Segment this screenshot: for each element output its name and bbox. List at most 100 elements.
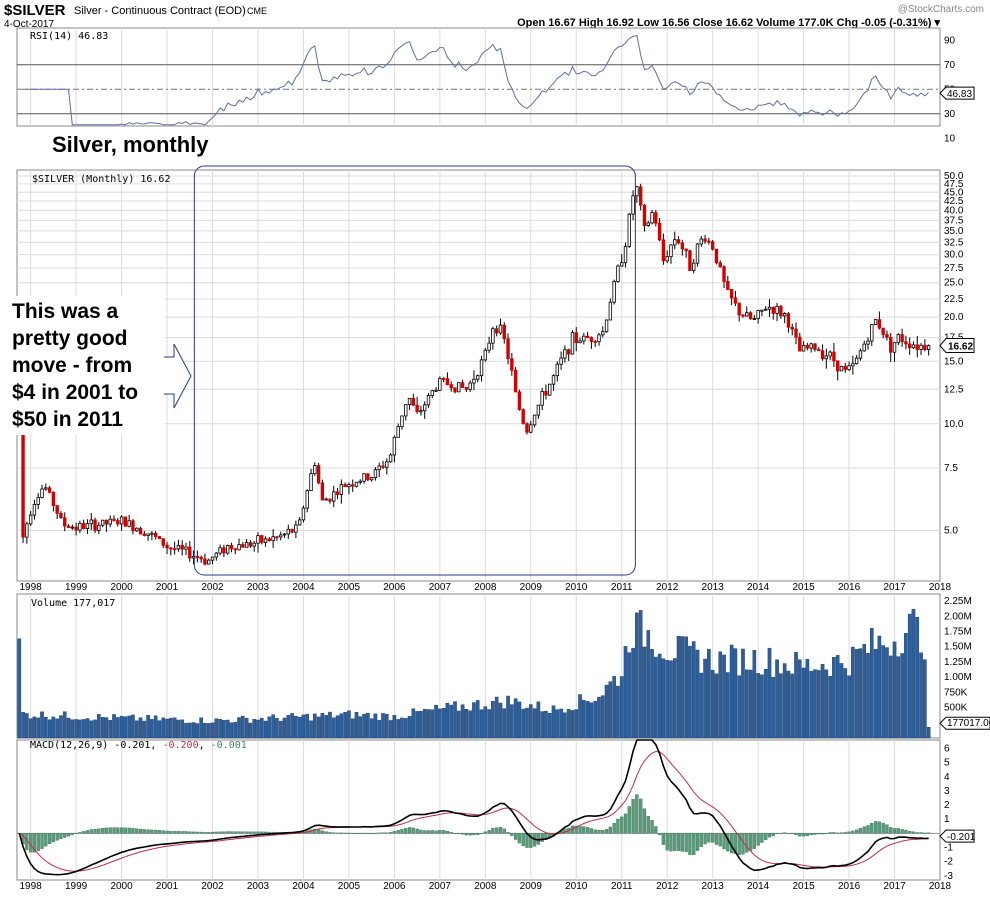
macd-histogram-bar — [44, 833, 48, 847]
candle-body — [40, 488, 44, 498]
candle-body — [862, 343, 866, 352]
macd-histogram-bar — [472, 833, 476, 836]
macd-histogram-bar — [536, 833, 541, 845]
candle-body — [540, 391, 544, 406]
candle-body — [328, 498, 332, 502]
macd-histogram-bar — [892, 828, 897, 834]
macd-histogram-bar — [915, 832, 919, 834]
macd-histogram-bar — [210, 831, 215, 834]
y-tick-label: 5.0 — [944, 525, 958, 536]
candle-body — [915, 344, 919, 350]
volume-bar — [654, 656, 658, 739]
x-tick-label: 2008 — [474, 582, 497, 593]
volume-bar — [540, 711, 544, 739]
volume-bar — [445, 703, 450, 739]
macd-histogram-bar — [714, 833, 719, 845]
candle-body — [665, 256, 669, 262]
macd-histogram-bar — [40, 833, 44, 849]
macd-histogram-bar — [487, 830, 491, 834]
x-tick-label: 1999 — [65, 881, 88, 892]
candle-body — [729, 289, 734, 299]
volume-bar — [441, 708, 446, 739]
candle-body — [881, 327, 885, 335]
candle-body — [142, 533, 147, 536]
macd-histogram-bar — [775, 833, 779, 835]
macd-label-prefix: MACD(12,26,9) — [30, 740, 114, 751]
macd-histogram-bar — [817, 833, 821, 835]
macd-histogram-bar — [495, 827, 499, 834]
macd-histogram-bar — [161, 830, 165, 834]
candle-body — [411, 398, 416, 406]
macd-histogram-bar — [752, 833, 756, 849]
macd-histogram-bar — [392, 831, 397, 834]
candle-body — [638, 186, 643, 206]
volume-bar — [638, 610, 643, 739]
macd-histogram-bar — [900, 829, 904, 834]
instrument-name: Silver - Continuous Contract (EOD) — [74, 5, 246, 17]
volume-bar — [267, 716, 272, 739]
volume-bar — [729, 644, 734, 739]
x-tick-label: 2015 — [792, 582, 815, 593]
candle-body — [748, 312, 753, 320]
volume-bar — [775, 659, 779, 739]
x-tick-label: 2006 — [383, 881, 406, 892]
macd-histogram-bar — [260, 831, 264, 834]
volume-bar — [233, 721, 238, 739]
candle-body — [589, 337, 594, 342]
candle-body — [760, 309, 764, 312]
watermark: @StockCharts.com — [898, 4, 984, 15]
macd-histogram-bar — [381, 832, 385, 834]
macd-histogram-bar — [748, 833, 753, 852]
candle-body — [707, 240, 711, 243]
candle-body — [798, 336, 802, 352]
volume-bar — [472, 702, 476, 739]
candle-body — [646, 222, 650, 226]
volume-bar — [259, 717, 264, 739]
macd-histogram-bar — [47, 833, 52, 844]
volume-bar — [544, 710, 548, 739]
volume-bar — [422, 708, 427, 739]
candle-body — [896, 334, 901, 344]
macd-histogram-bar — [229, 831, 234, 834]
candle-body — [453, 387, 457, 393]
candle-body — [483, 349, 488, 361]
candle-body — [494, 328, 499, 334]
rsi-last-value: 46.83 — [947, 89, 972, 100]
macd-histogram-bar — [881, 822, 885, 834]
volume-bar — [347, 710, 351, 739]
candle-body — [44, 487, 48, 490]
macd-histogram-bar — [335, 832, 340, 834]
candle-body — [358, 480, 362, 483]
volume-bar — [184, 722, 188, 739]
candle-body — [138, 527, 143, 535]
candle-body — [229, 545, 234, 550]
macd-histogram-bar — [582, 826, 586, 834]
volume-bar — [885, 647, 889, 739]
macd-histogram-bar — [798, 833, 802, 837]
macd-histogram-bar — [805, 833, 810, 837]
x-tick-label: 2001 — [156, 582, 179, 593]
x-tick-label: 1999 — [65, 582, 88, 593]
volume-bar — [104, 717, 109, 739]
macd-tick-label: 2 — [944, 800, 950, 811]
volume-bar — [608, 681, 613, 739]
volume-bar — [335, 715, 340, 739]
volume-bar — [635, 612, 639, 739]
macd-histogram-bar — [66, 833, 71, 837]
panel-frame — [16, 27, 941, 127]
candle-body — [263, 538, 268, 543]
volume-bar — [131, 714, 135, 739]
macd-histogram-bar — [597, 829, 601, 834]
volume-bar — [763, 669, 768, 739]
volume-bar — [157, 720, 162, 739]
macd-histogram-bar — [839, 832, 844, 834]
rsi-label: RSI(14) 46.83 — [30, 31, 108, 42]
rsi-line — [23, 35, 929, 126]
candle-body — [290, 528, 294, 533]
volume-bar — [89, 720, 94, 739]
macd-histogram-bar — [222, 831, 226, 834]
macd-histogram-bar — [78, 832, 82, 834]
x-tick-label: 2011 — [611, 582, 633, 593]
candle-body — [422, 404, 427, 412]
volume-bar — [305, 713, 310, 739]
